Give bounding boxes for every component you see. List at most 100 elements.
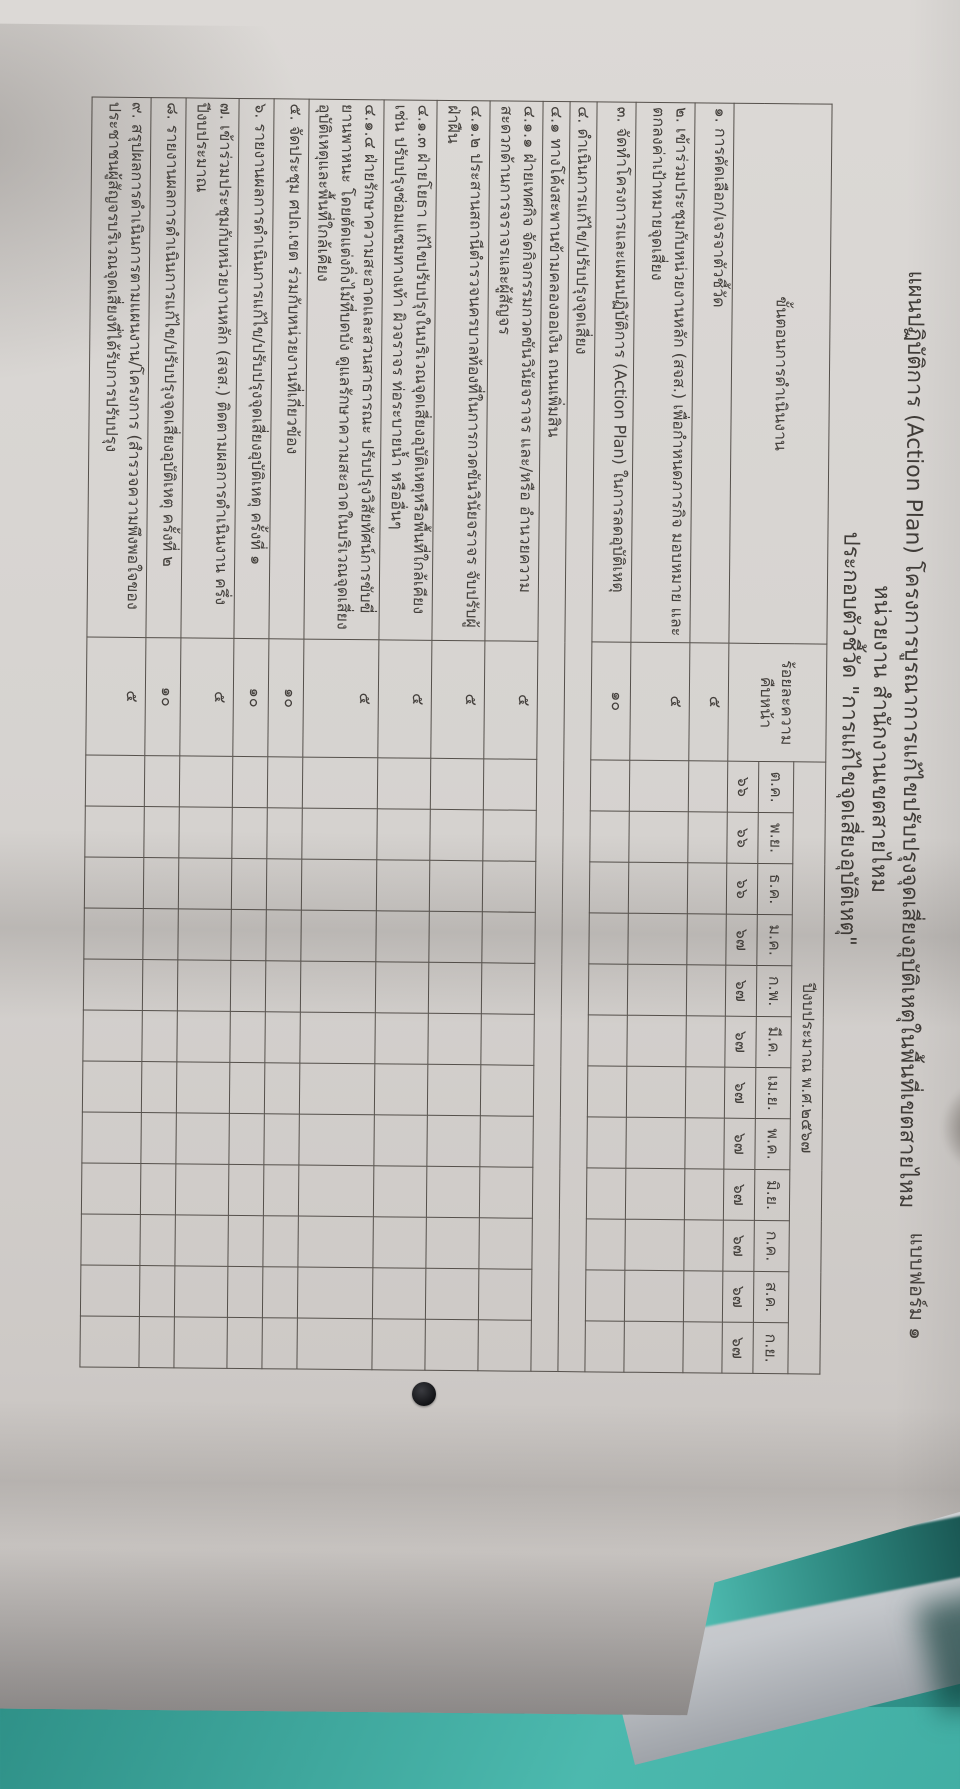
month-cell [428,1013,481,1065]
progress-value: ๕ [180,638,234,757]
step-label: ๒. เข้าร่วมประชุมกับหน่วยงานหลัก (สจส.) … [631,102,695,643]
month-cell [375,1013,428,1065]
progress-value: ๕ [484,641,538,760]
month-cell [377,758,430,810]
month-cell [141,1113,176,1164]
month-cell [266,859,301,910]
month-cell [626,1117,685,1169]
month-cell [587,1066,626,1117]
month-cell [480,1065,533,1117]
month-header-4: ม.ค. [757,914,792,965]
month-cell [227,1266,262,1317]
under-sheet-corner-shadow [915,1580,960,1715]
month-cell [176,1062,229,1114]
month-cell [300,961,375,1013]
month-cell [627,1015,686,1067]
progress-value: ๑๐ [233,638,269,756]
year-header-5: ๖๗ [725,965,756,1016]
month-cell [230,1011,265,1062]
month-cell [141,1062,176,1113]
plan-rows: ๑. การคัดเลือก/เจรจาตัวชี้วัด๕ ๒. เข้าร่ว… [80,97,734,1373]
month-header-10: ก.ค. [754,1220,789,1271]
month-cell [372,1319,425,1371]
month-cell [144,756,179,807]
month-cell [175,1164,228,1216]
month-cell [301,910,376,962]
month-cell [589,862,628,913]
month-cell [685,1067,724,1118]
step-label: ๔.๑.๒ ประสานสถานีตำรวจนครบาลท้องที่ในการ… [432,100,490,640]
year-header-3: ๖๖ [726,863,757,914]
month-cell [300,1012,375,1064]
month-cell [586,1219,625,1270]
paper-sheet: แบบฟอร์ม ๑ แผนปฏิบัติการ (Action Plan) โ… [0,0,960,1718]
step-label: ๔.๑.๔ ฝ่ายรักษาความสะอาดและสวนสาธารณะ ปร… [304,99,384,640]
month-cell [142,1011,177,1062]
step-label: ๑. การคัดเลือก/เจรจาตัวชี้วัด [690,103,734,643]
month-cell [302,757,377,809]
month-cell [231,909,266,960]
month-cell [483,759,536,811]
month-cell [479,1167,532,1219]
month-cell [84,908,143,960]
month-cell [230,960,265,1011]
month-cell [586,1168,625,1219]
month-cell [301,859,376,911]
month-cell [82,1061,141,1113]
month-cell [264,1114,299,1165]
year-header-8: ๖๗ [724,1118,755,1169]
month-header-7: เม.ย. [755,1067,790,1118]
month-cell [144,807,179,858]
month-cell [227,1317,262,1368]
month-cell [625,1219,684,1271]
month-cell [298,1165,373,1217]
month-cell [588,1015,627,1066]
month-cell [687,863,726,914]
month-cell [85,806,144,858]
year-header-2: ๖๖ [727,812,758,863]
year-header-6: ๖๗ [725,1016,756,1067]
year-header-1: ๖๖ [727,761,758,812]
month-cell [430,758,483,810]
month-cell [429,911,482,963]
month-cell [483,810,536,862]
month-header-6: มี.ค. [756,1016,791,1067]
month-cell [299,1114,374,1166]
month-cell [299,1063,374,1115]
month-cell [685,1118,724,1169]
month-cell [686,1016,725,1067]
year-header-9: ๖๗ [723,1169,754,1220]
month-cell [142,960,177,1011]
month-cell [628,862,687,914]
table-row: ๒. เข้าร่วมประชุมกับหน่วยงานหลัก (สจส.) … [624,102,695,1373]
step-label: ๕. จัดประชุม ศปถ.เขต ร่วมกับหน่วยงานที่เ… [269,99,309,639]
month-cell [83,1010,142,1062]
month-cell [264,1063,299,1114]
month-cell [175,1215,228,1267]
step-label: ๖. รายงานผลการดำเนินการแก้ไข/ปรับปรุงจุด… [234,98,274,638]
form-title-block: แผนปฏิบัติการ (Action Plan) โครงการบูรณา… [827,104,932,1375]
black-dot-sticker [412,1382,436,1406]
progress-column-header: ร้อยละความ คืบหน้า [728,643,827,762]
month-cell [372,1268,425,1320]
month-cell [688,812,727,863]
month-cell [143,858,178,909]
month-cell [80,1316,139,1368]
month-cell [481,963,534,1015]
step-label: ๓. จัดทำโครงการและแผนปฏิบัติการ (Action … [592,102,636,642]
month-cell [229,1062,264,1113]
month-cell [266,910,301,961]
month-cell [585,1321,624,1373]
month-cell [478,1320,531,1372]
month-cell [688,761,727,812]
month-cell [178,909,231,961]
month-cell [174,1317,227,1369]
month-header-2: พ.ย. [758,812,793,863]
month-header-3: ธ.ค. [757,863,792,914]
month-cell [626,1066,685,1118]
step-label: ๘. รายงานผลการดำเนินการแก้ไข/ปรับปรุงจุด… [146,98,186,638]
month-cell [481,1014,534,1066]
month-cell [177,960,230,1012]
month-cell [232,756,267,807]
month-cell [426,1166,479,1218]
